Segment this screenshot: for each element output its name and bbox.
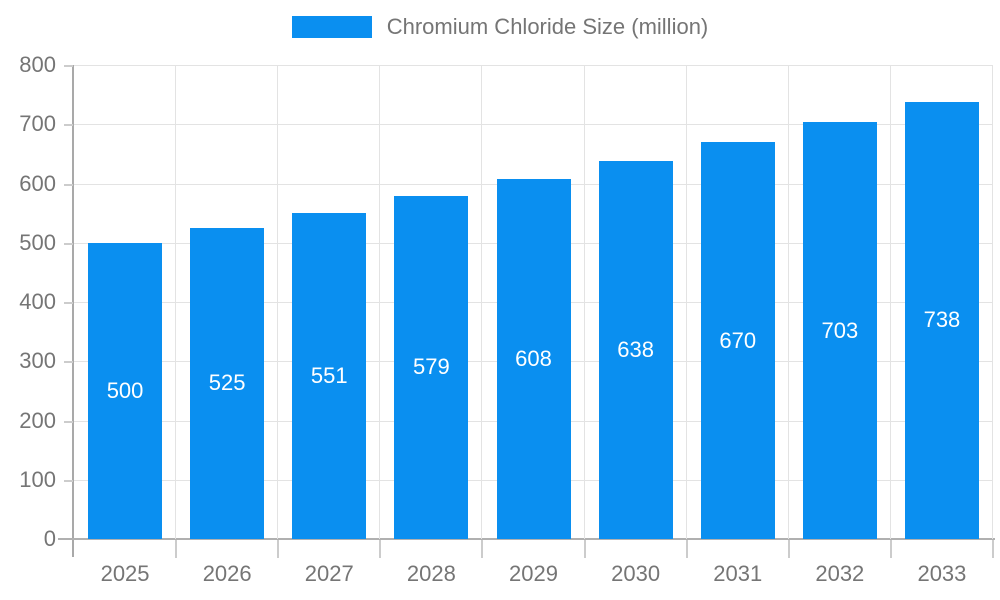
y-axis-tick	[64, 183, 73, 186]
x-axis-tick	[685, 540, 688, 558]
bar-2028: 579	[394, 195, 469, 539]
y-axis-tick	[64, 420, 73, 423]
x-axis-label-2029: 2029	[509, 561, 558, 586]
x-axis-label-2030: 2030	[611, 561, 661, 586]
bar-value-label: 738	[923, 307, 961, 333]
x-axis-tick	[992, 540, 994, 558]
y-axis-tick	[64, 65, 73, 67]
bar-value-label: 703	[821, 317, 859, 343]
gridline-vertical	[583, 65, 585, 539]
y-axis-tick	[64, 479, 73, 482]
gridline-vertical	[992, 65, 993, 539]
y-axis-label: 600	[19, 170, 56, 196]
bar-2025: 500	[88, 242, 163, 539]
bar-value-label: 500	[106, 377, 144, 403]
x-axis-label-2025: 2025	[100, 561, 150, 586]
y-axis-label: 200	[19, 407, 56, 433]
y-axis-label: 100	[19, 466, 56, 492]
y-axis-tick	[64, 124, 73, 127]
gridline-vertical	[685, 65, 687, 539]
gridline-vertical	[787, 65, 789, 539]
bar-value-label: 551	[310, 362, 348, 388]
x-axis-tick	[583, 540, 586, 558]
y-axis-tick	[64, 302, 73, 304]
bar-2033: 738	[904, 101, 979, 539]
legend-swatch-icon	[291, 16, 372, 38]
x-axis-label-2026: 2026	[202, 561, 252, 586]
x-axis-label-2027: 2027	[304, 561, 354, 586]
gridline-horizontal	[74, 65, 993, 66]
y-axis-label: 700	[19, 111, 56, 137]
y-axis-label: 0	[43, 526, 56, 551]
legend[interactable]: Chromium Chloride Size (million)	[0, 14, 1000, 40]
gridline-horizontal	[74, 124, 993, 126]
y-axis-tick	[64, 361, 73, 364]
bar-2031: 670	[700, 142, 775, 539]
plot-area: 500 525 551 579 608 638 670 703 738	[74, 65, 993, 539]
x-axis-label-2033: 2033	[917, 561, 967, 586]
bar-2030: 638	[598, 161, 673, 539]
y-axis-label: 400	[19, 289, 56, 314]
y-axis-label: 300	[19, 348, 56, 374]
x-axis-tick	[889, 540, 892, 558]
x-axis-tick	[787, 540, 790, 558]
x-axis-label-2028: 2028	[406, 561, 456, 586]
gridline-vertical	[889, 65, 891, 539]
gridline-vertical	[175, 65, 177, 539]
bar-value-label: 638	[617, 337, 654, 362]
bar-value-label: 670	[719, 327, 757, 353]
y-axis-line	[72, 65, 74, 557]
y-axis-label: 500	[19, 229, 56, 255]
bar-2026: 525	[190, 227, 265, 539]
bar-value-label: 608	[515, 345, 552, 371]
x-axis-label-2031: 2031	[713, 561, 763, 586]
bar-value-label: 525	[208, 370, 246, 396]
bar-value-label: 579	[413, 354, 450, 380]
bar-2027: 551	[292, 212, 367, 539]
x-axis-label-2032: 2032	[815, 561, 865, 586]
gridline-vertical	[277, 65, 279, 539]
gridline-vertical	[379, 65, 381, 539]
x-axis-tick	[175, 540, 178, 558]
x-axis-tick	[379, 540, 382, 558]
y-axis-tick	[64, 242, 73, 245]
legend-label: Chromium Chloride Size (million)	[386, 14, 709, 39]
x-axis-line	[58, 538, 995, 540]
y-axis-label: 800	[19, 52, 56, 77]
x-axis-tick	[277, 540, 280, 558]
x-axis-tick	[481, 540, 484, 558]
bar-2029: 608	[496, 178, 571, 539]
gridline-vertical	[481, 65, 483, 539]
bar-2032: 703	[802, 122, 877, 539]
